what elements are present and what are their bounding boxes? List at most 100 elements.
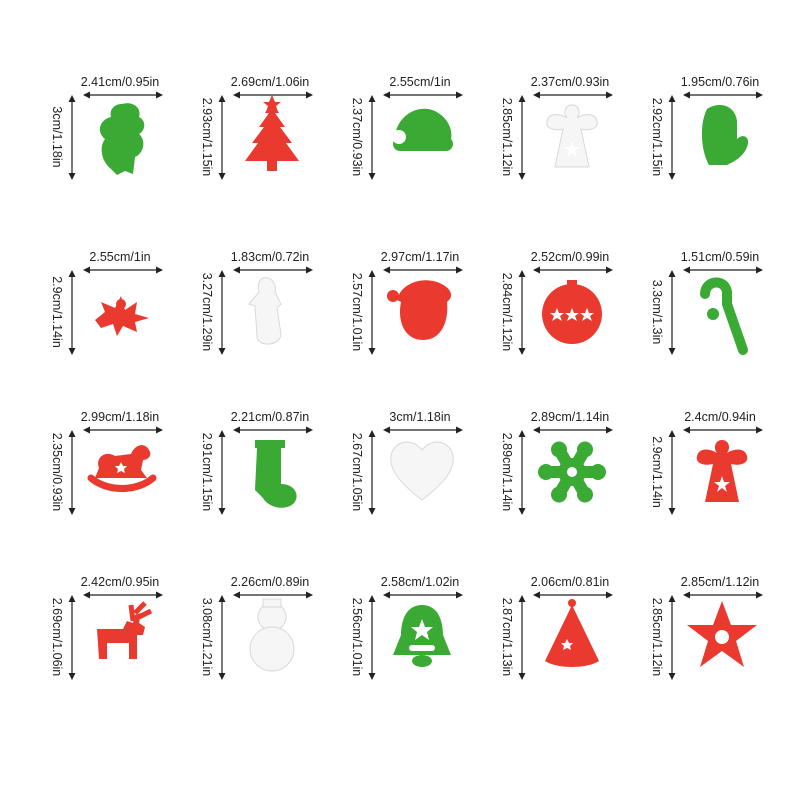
width-arrow	[83, 426, 163, 434]
width-arrow	[83, 591, 163, 599]
width-arrow	[383, 591, 463, 599]
width-label: 2.89cm/1.14in	[530, 410, 610, 424]
height-label: 2.56cm/1.01in	[350, 597, 364, 677]
height-arrow	[518, 95, 526, 180]
width-arrow	[533, 266, 613, 274]
ornament-cell-angel-red: 2.4cm/0.94in 2.9cm/1.14in	[645, 410, 795, 590]
ornament-cell-bauble: 2.52cm/0.99in 2.84cm/1.12in	[495, 250, 645, 430]
height-arrow	[368, 595, 376, 680]
width-arrow	[683, 266, 763, 274]
height-label: 2.37cm/0.93in	[350, 97, 364, 177]
height-arrow	[518, 270, 526, 355]
santa-hat-ornament	[392, 108, 453, 151]
santa-face-ornament	[387, 280, 452, 340]
width-arrow	[683, 591, 763, 599]
width-arrow	[233, 266, 313, 274]
height-arrow	[368, 95, 376, 180]
heart-ornament	[390, 441, 454, 501]
width-label: 2.69cm/1.06in	[230, 75, 310, 89]
height-label: 2.89cm/1.14in	[500, 432, 514, 512]
height-label: 2.85cm/1.12in	[650, 597, 664, 677]
height-label: 2.67cm/1.05in	[350, 432, 364, 512]
width-label: 2.97cm/1.17in	[380, 250, 460, 264]
ornament-cell-heart: 3cm/1.18in 2.67cm/1.05in	[345, 410, 495, 590]
snowflake-ornament	[538, 441, 606, 503]
height-arrow	[68, 595, 76, 680]
height-label: 2.84cm/1.12in	[500, 272, 514, 352]
stocking-ornament	[255, 440, 297, 508]
height-label: 3.08cm/1.21in	[200, 597, 214, 677]
height-label: 3.27cm/1.29in	[200, 272, 214, 352]
height-arrow	[668, 430, 676, 515]
width-label: 2.52cm/0.99in	[530, 250, 610, 264]
width-arrow	[533, 426, 613, 434]
height-label: 2.85cm/1.12in	[500, 97, 514, 177]
width-arrow	[233, 91, 313, 99]
width-arrow	[233, 426, 313, 434]
width-label: 2.37cm/0.93in	[530, 75, 610, 89]
height-label: 2.92cm/1.15in	[650, 97, 664, 177]
angel-ornament	[546, 104, 598, 168]
mitten-ornament	[701, 105, 749, 165]
width-label: 2.41cm/0.95in	[80, 75, 160, 89]
width-label: 2.55cm/1in	[389, 75, 451, 89]
height-arrow	[668, 270, 676, 355]
width-arrow	[533, 91, 613, 99]
width-label: 3cm/1.18in	[389, 410, 451, 424]
width-arrow	[533, 591, 613, 599]
christmas-tree-ornament	[245, 95, 299, 171]
ornament-cell-bell: 2.58cm/1.02in 2.56cm/1.01in	[345, 575, 495, 755]
width-label: 1.95cm/0.76in	[680, 75, 760, 89]
height-arrow	[668, 95, 676, 180]
party-hat-ornament	[545, 599, 599, 667]
snowman-ornament	[249, 598, 295, 672]
width-arrow	[683, 426, 763, 434]
width-arrow	[383, 266, 463, 274]
height-label: 3.3cm/1.3in	[650, 279, 664, 345]
ornament-cell-candy-cane: 1.51cm/0.59in 3.3cm/1.3in	[645, 250, 795, 430]
height-arrow	[518, 430, 526, 515]
ornament-cell-holly: 2.55cm/1in 2.9cm/1.14in	[45, 250, 195, 430]
height-arrow	[218, 95, 226, 180]
holly-ornament	[95, 296, 149, 336]
width-label: 2.85cm/1.12in	[680, 575, 760, 589]
height-label: 2.93cm/1.15in	[200, 97, 214, 177]
ornament-cell-santa-tree: 2.41cm/0.95in 3cm/1.18in	[45, 75, 195, 255]
height-label: 2.9cm/1.14in	[50, 276, 64, 348]
width-arrow	[683, 91, 763, 99]
ornament-cell-christmas-tree: 2.69cm/1.06in 2.93cm/1.15in	[195, 75, 345, 255]
width-label: 2.21cm/0.87in	[230, 410, 310, 424]
ornament-cell-reindeer: 2.42cm/0.95in 2.69cm/1.06in	[45, 575, 195, 755]
ornament-cell-angel: 2.37cm/0.93in 2.85cm/1.12in	[495, 75, 645, 255]
width-label: 2.99cm/1.18in	[80, 410, 160, 424]
height-arrow	[68, 430, 76, 515]
height-label: 3cm/1.18in	[50, 106, 64, 168]
height-arrow	[218, 595, 226, 680]
height-arrow	[68, 95, 76, 180]
height-label: 2.87cm/1.13in	[500, 597, 514, 677]
width-arrow	[383, 426, 463, 434]
star-ornament	[687, 601, 757, 667]
width-arrow	[233, 591, 313, 599]
width-label: 1.83cm/0.72in	[230, 250, 310, 264]
bell-ornament	[393, 605, 451, 667]
height-arrow	[68, 270, 76, 355]
ornament-cell-star: 2.85cm/1.12in 2.85cm/1.12in	[645, 575, 795, 755]
width-label: 2.58cm/1.02in	[380, 575, 460, 589]
height-arrow	[368, 430, 376, 515]
width-arrow	[383, 91, 463, 99]
height-arrow	[668, 595, 676, 680]
ornament-cell-santa-face: 2.97cm/1.17in 2.57cm/1.01in	[345, 250, 495, 430]
rocking-horse-ornament	[87, 445, 157, 492]
width-label: 2.26cm/0.89in	[230, 575, 310, 589]
ornament-cell-mitten: 1.95cm/0.76in 2.92cm/1.15in	[645, 75, 795, 255]
ornament-cell-santa-hat: 2.55cm/1in 2.37cm/0.93in	[345, 75, 495, 255]
angel-red-ornament	[696, 440, 748, 502]
width-label: 2.4cm/0.94in	[684, 410, 756, 424]
reindeer-ornament	[97, 601, 153, 659]
width-label: 2.06cm/0.81in	[530, 575, 610, 589]
bauble-ornament	[542, 280, 602, 344]
height-arrow	[518, 595, 526, 680]
candy-cane-ornament	[700, 277, 748, 355]
